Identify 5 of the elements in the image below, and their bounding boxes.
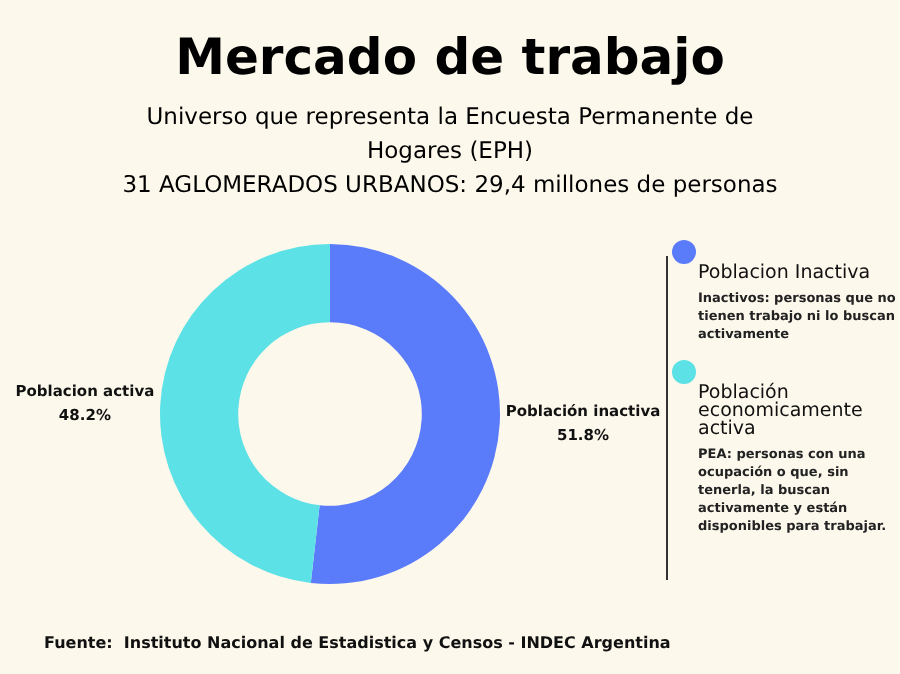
text: Poblacion Inactiva <box>698 262 873 284</box>
chart-title: Mercado de trabajo <box>173 28 727 86</box>
source-note: Fuente: Instituto Nacional de Estadistica y Censos - INDEC Argentina <box>44 634 671 652</box>
text: Población economicamente activa <box>698 382 865 440</box>
chart-subtitle: Universo que representa la Encuesta Permanente de Hogares (EPH) 31 AGLOMERADOS URBANOS: 29,4 millones de personas <box>120 100 780 202</box>
